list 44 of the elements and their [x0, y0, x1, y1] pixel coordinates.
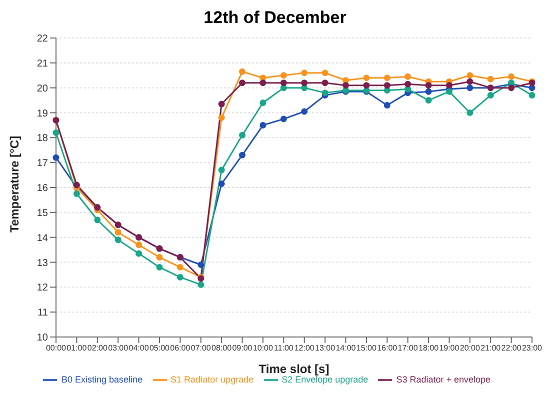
y-tick-label: 20 — [36, 83, 48, 94]
x-tick-label: 21:00 — [480, 344, 502, 353]
y-tick-label: 18 — [36, 133, 48, 144]
x-tick-label: 07:00 — [190, 344, 212, 353]
x-tick-label: 22:00 — [501, 344, 522, 353]
y-tick-label: 16 — [36, 183, 48, 194]
x-tick-label: 11:00 — [274, 344, 294, 353]
x-tick-label: 03:00 — [108, 344, 129, 353]
x-tick-label: 02:00 — [87, 344, 108, 353]
x-tick-label: 19:00 — [439, 344, 460, 353]
x-tick-label: 12:00 — [294, 344, 315, 353]
x-axis-title: Time slot [s] — [258, 362, 330, 376]
y-tick-label: 22 — [36, 34, 48, 45]
x-tick-label: 17:00 — [398, 344, 418, 353]
x-tick-label: 23:00 — [522, 344, 543, 353]
x-tick-label: 14:00 — [336, 344, 356, 353]
y-tick-label: 14 — [36, 232, 48, 244]
x-tick-label: 04:00 — [128, 344, 150, 353]
y-tick-label: 15 — [36, 208, 48, 219]
legend-label: S3 Radiator + envelope — [396, 374, 491, 384]
legend-label: S2 Envelope upgrade — [282, 374, 368, 384]
y-axis-title: Temperature [°C] — [7, 136, 22, 232]
x-tick-label: 13:00 — [315, 344, 336, 353]
x-tick-label: 09:00 — [232, 344, 253, 353]
x-tick-label: 06:00 — [170, 344, 191, 353]
legend-label: B0 Existing baseline — [61, 374, 143, 384]
y-tick-label: 13 — [36, 258, 48, 269]
x-tick-label: 05:00 — [149, 344, 170, 353]
x-tick-label: 01:00 — [66, 344, 88, 353]
chart-title: 12th of December — [202, 8, 348, 29]
y-tick-label: 10 — [36, 332, 48, 344]
x-tick-label: 20:00 — [460, 344, 480, 353]
y-tick-label: 11 — [38, 308, 48, 319]
legend-label: S1 Radiator upgrade — [170, 374, 254, 384]
x-tick-label: 10:00 — [252, 344, 274, 353]
y-tick-label: 17 — [36, 158, 48, 170]
x-tick-label: 18:00 — [418, 344, 440, 353]
y-tick-label: 21 — [36, 58, 48, 70]
x-tick-label: 15:00 — [356, 344, 377, 353]
x-tick-label: 16:00 — [377, 344, 398, 353]
x-tick-label: 00:00 — [46, 344, 67, 353]
y-tick-label: 19 — [36, 108, 48, 120]
y-tick-label: 12 — [36, 282, 48, 294]
x-tick-label: 08:00 — [212, 344, 232, 353]
